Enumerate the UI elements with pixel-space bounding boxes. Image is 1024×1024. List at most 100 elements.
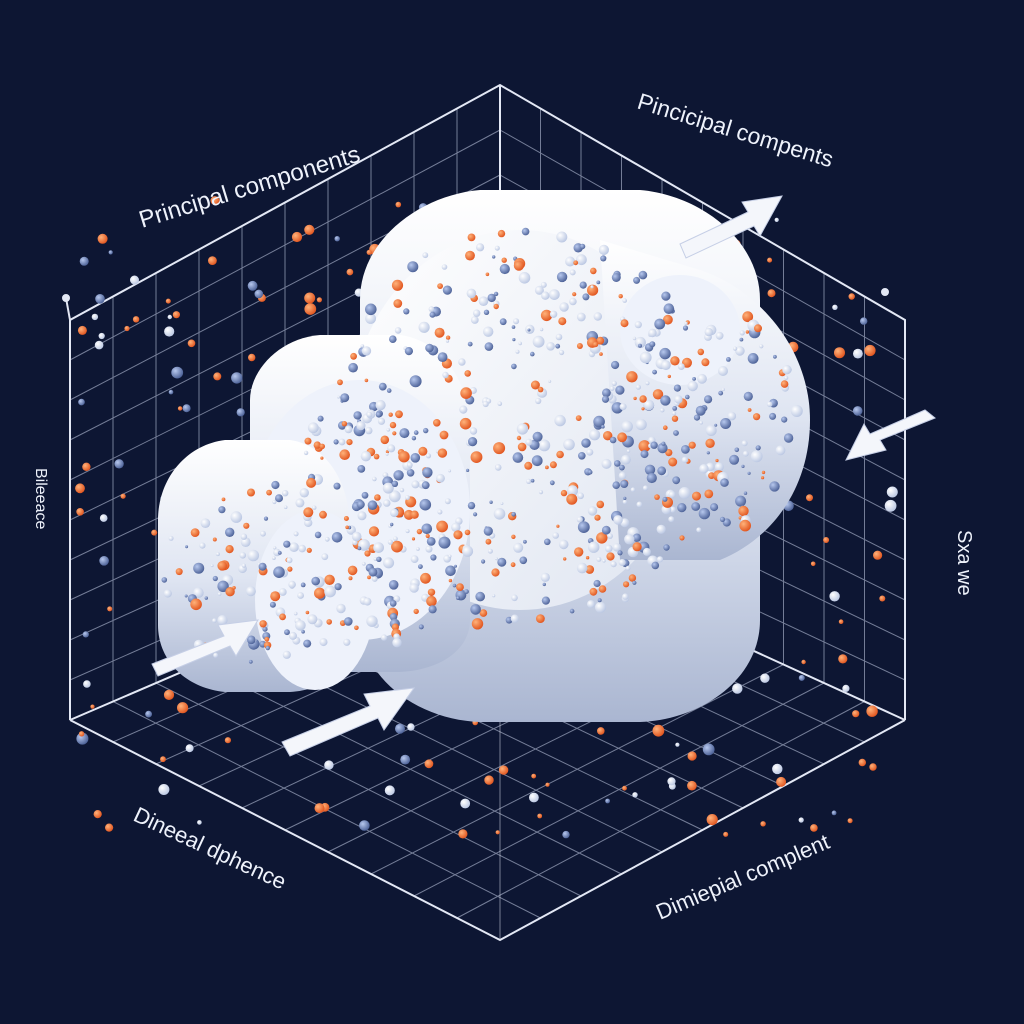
- particle-orange: [536, 614, 545, 623]
- particle-blue: [657, 443, 668, 454]
- particle-blue: [418, 624, 424, 630]
- particle-orange: [341, 421, 348, 427]
- particle-blue: [579, 281, 587, 289]
- particle-white: [681, 456, 689, 464]
- particle-orange: [869, 763, 877, 771]
- particle-orange: [366, 249, 372, 255]
- particle-blue: [333, 482, 341, 490]
- particle-white: [774, 217, 779, 222]
- particle-orange: [391, 540, 403, 553]
- particle-blue: [437, 352, 448, 362]
- particle-orange: [556, 524, 560, 528]
- particle-orange: [364, 550, 371, 557]
- particle-blue: [662, 496, 668, 502]
- particle-white: [390, 508, 399, 518]
- particle-orange: [313, 441, 321, 449]
- particle-blue: [487, 293, 496, 303]
- particle-white: [365, 426, 373, 435]
- particle-orange: [742, 311, 754, 323]
- particle-orange: [495, 830, 500, 835]
- particle-blue: [365, 303, 377, 316]
- particle-orange: [670, 356, 680, 366]
- particle-orange: [439, 430, 449, 440]
- particle-orange: [392, 431, 397, 436]
- particle-blue: [499, 318, 507, 326]
- particle-orange: [780, 380, 789, 388]
- particle-blue: [544, 538, 551, 546]
- particle-orange: [225, 587, 235, 597]
- particle-white: [217, 592, 222, 596]
- particle-orange: [291, 231, 303, 243]
- particle-white: [782, 365, 792, 375]
- particle-blue: [633, 276, 641, 284]
- particle-orange: [346, 268, 354, 276]
- particle-orange: [626, 371, 638, 383]
- particle-blue: [483, 526, 493, 536]
- particle-blue: [236, 408, 245, 417]
- particle-white: [586, 448, 594, 456]
- particle-blue: [393, 470, 404, 481]
- particle-blue: [275, 494, 283, 503]
- particle-white: [739, 330, 745, 336]
- particle-white: [593, 312, 602, 321]
- particle-white: [425, 545, 433, 553]
- particle-white: [494, 557, 498, 561]
- particle-orange: [320, 456, 324, 460]
- particle-orange: [715, 458, 719, 463]
- particle-orange: [540, 309, 553, 322]
- particle-white: [667, 777, 676, 786]
- particle-orange: [248, 353, 256, 362]
- particle-orange: [866, 705, 878, 717]
- particle-white: [884, 499, 897, 512]
- particle-white: [303, 450, 309, 456]
- particle-white: [98, 332, 105, 340]
- grid-line: [370, 664, 784, 875]
- particle-orange: [806, 494, 813, 502]
- particle-blue: [519, 556, 528, 565]
- particle-orange: [398, 451, 410, 463]
- particle-blue: [852, 406, 863, 416]
- particle-white: [518, 272, 531, 284]
- particle-white: [387, 444, 396, 453]
- particle-white: [552, 532, 559, 539]
- particle-white: [476, 243, 485, 252]
- particle-white: [525, 438, 533, 446]
- particle-orange: [259, 620, 267, 628]
- particle-white: [526, 478, 532, 484]
- particle-white: [556, 231, 568, 243]
- particle-orange: [530, 380, 540, 390]
- particle-orange: [501, 257, 507, 263]
- particle-blue: [695, 405, 706, 416]
- particle-orange: [585, 565, 595, 574]
- particle-white: [466, 288, 477, 299]
- particle-blue: [429, 311, 436, 318]
- particle-white: [516, 423, 529, 435]
- particle-orange: [545, 782, 550, 787]
- particle-white: [715, 331, 724, 340]
- particle-blue: [743, 391, 753, 401]
- particle-white: [576, 254, 587, 266]
- particle-white: [576, 516, 583, 523]
- particle-blue: [171, 366, 184, 379]
- particle-orange: [270, 591, 281, 602]
- particle-white: [648, 328, 657, 338]
- particle-blue: [353, 411, 362, 420]
- particle-blue: [95, 294, 105, 304]
- arrow-right-icon: [679, 195, 783, 259]
- particle-blue: [430, 554, 437, 561]
- particle-orange: [573, 260, 579, 266]
- particle-orange: [587, 284, 599, 296]
- particle-white: [510, 614, 519, 623]
- particle-white: [622, 499, 628, 505]
- particle-orange: [596, 500, 605, 509]
- particle-orange: [747, 408, 752, 412]
- particle-orange: [848, 293, 855, 300]
- particle-blue: [334, 583, 342, 591]
- particle-blue: [483, 309, 490, 315]
- particle-orange: [753, 413, 761, 421]
- particle-orange: [682, 357, 692, 368]
- particle-white: [535, 397, 542, 405]
- particle-orange: [467, 233, 476, 242]
- particle-white: [596, 556, 602, 562]
- particle-white: [441, 264, 448, 270]
